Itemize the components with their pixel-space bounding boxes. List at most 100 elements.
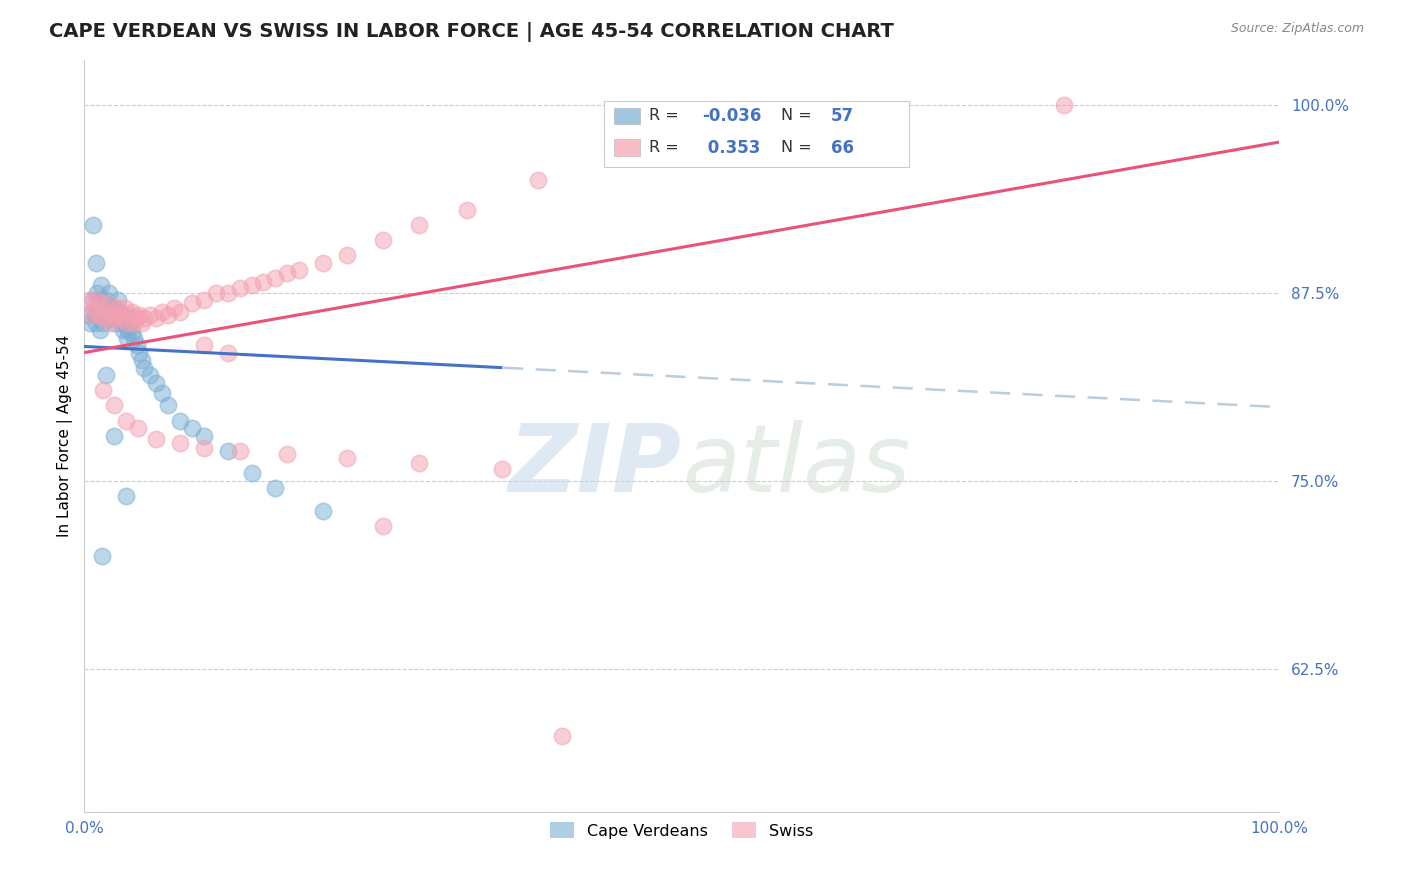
Point <box>408 456 430 470</box>
Point <box>336 248 359 262</box>
Point <box>91 293 114 308</box>
Point <box>125 338 148 352</box>
Text: atlas: atlas <box>682 420 910 511</box>
Point <box>100 301 122 315</box>
Point <box>103 428 125 442</box>
Point <box>730 128 752 142</box>
Point <box>491 461 513 475</box>
Point <box>371 518 394 533</box>
Point <box>100 316 122 330</box>
Point <box>93 311 115 326</box>
Point <box>101 308 124 322</box>
Point <box>89 323 111 337</box>
Point <box>145 432 167 446</box>
Point <box>139 308 162 322</box>
Point <box>150 305 173 319</box>
Point <box>169 305 191 319</box>
Point <box>103 399 125 413</box>
Point <box>886 112 908 127</box>
Point <box>145 376 167 390</box>
Point <box>114 301 136 315</box>
FancyBboxPatch shape <box>613 139 640 156</box>
Text: 66: 66 <box>831 138 853 157</box>
Point <box>118 316 141 330</box>
Point <box>139 368 162 383</box>
Text: Source: ZipAtlas.com: Source: ZipAtlas.com <box>1230 22 1364 36</box>
Point <box>77 293 100 308</box>
Point <box>156 308 179 322</box>
Point <box>145 311 167 326</box>
Point <box>104 316 127 330</box>
Point <box>527 173 550 187</box>
Point <box>252 275 274 289</box>
FancyBboxPatch shape <box>613 108 640 124</box>
Point <box>97 311 120 326</box>
Point <box>108 305 131 319</box>
Point <box>111 311 134 326</box>
Point <box>121 305 143 319</box>
Point <box>193 441 215 455</box>
Point <box>276 447 298 461</box>
Point <box>108 305 131 319</box>
Point <box>150 386 173 401</box>
Point <box>610 150 633 164</box>
Point <box>94 305 117 319</box>
Point <box>100 308 122 322</box>
Point <box>93 316 115 330</box>
Text: 57: 57 <box>831 107 853 125</box>
Point <box>82 218 104 232</box>
Point <box>128 308 150 322</box>
Point <box>86 285 108 300</box>
Point <box>103 301 125 315</box>
Point <box>112 308 135 322</box>
Point <box>240 466 263 480</box>
Point <box>217 443 239 458</box>
Text: CAPE VERDEAN VS SWISS IN LABOR FORCE | AGE 45-54 CORRELATION CHART: CAPE VERDEAN VS SWISS IN LABOR FORCE | A… <box>49 22 894 42</box>
Point <box>105 308 128 322</box>
Point <box>94 368 117 383</box>
Text: N =: N = <box>780 140 817 155</box>
Point <box>551 729 574 743</box>
Point <box>180 296 202 310</box>
Point <box>115 413 138 427</box>
Point <box>228 281 250 295</box>
Point <box>456 202 478 217</box>
Point <box>84 316 107 330</box>
Point <box>77 308 100 322</box>
Point <box>93 384 115 398</box>
Point <box>108 311 131 326</box>
Point <box>204 285 226 300</box>
Point <box>1053 97 1076 112</box>
Point <box>117 323 139 337</box>
Point <box>169 436 191 450</box>
Point <box>288 263 311 277</box>
Point <box>97 296 120 310</box>
Point <box>110 316 132 330</box>
Point <box>101 311 124 326</box>
Point <box>80 308 103 322</box>
Point <box>193 338 215 352</box>
Point <box>91 549 114 563</box>
Point <box>312 504 335 518</box>
Point <box>90 278 112 293</box>
Point <box>169 413 191 427</box>
Point <box>193 428 215 442</box>
Point <box>312 255 335 269</box>
Point <box>114 316 136 330</box>
Point <box>156 399 179 413</box>
Point <box>264 481 287 495</box>
Legend: Cape Verdeans, Swiss: Cape Verdeans, Swiss <box>544 816 820 845</box>
Point <box>240 278 263 293</box>
Text: -0.036: -0.036 <box>702 107 761 125</box>
Point <box>118 308 141 322</box>
Text: ZIP: ZIP <box>509 419 682 512</box>
Point <box>94 293 117 308</box>
Point <box>163 301 186 315</box>
Point <box>180 421 202 435</box>
Point <box>107 301 129 315</box>
Point <box>217 346 239 360</box>
Point <box>131 316 153 330</box>
Text: 0.353: 0.353 <box>702 138 761 157</box>
Point <box>115 489 138 503</box>
Point <box>125 311 148 326</box>
